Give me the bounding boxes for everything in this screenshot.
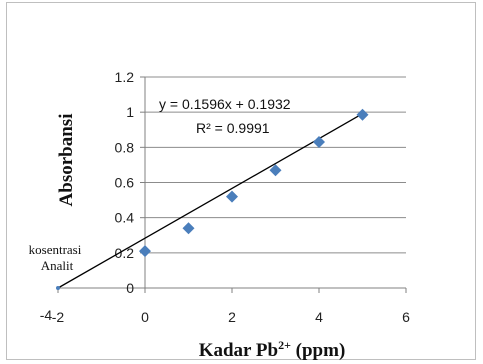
data-point-0: [139, 245, 151, 258]
data-point-2: [226, 190, 238, 203]
x-tick-label-3: 4: [315, 309, 323, 325]
x-axis-title-superscript: 2+: [278, 338, 291, 352]
x-tick-label-4: 6: [402, 309, 410, 325]
data-point-1: [182, 222, 195, 235]
y-tick-label-2: 0.4: [115, 210, 135, 226]
y-tick-label-1: 0.2: [115, 245, 135, 261]
data-points: [56, 108, 369, 290]
y-tick-label-6: 1.2: [115, 69, 135, 85]
y-tick-label-4: 0.8: [115, 139, 135, 155]
annotation-line-1: kosentrasi: [29, 242, 82, 257]
x-extra-label: -4: [40, 307, 53, 323]
y-tick-labels: 0 0.2 0.4 0.6 0.8 1 1.2: [115, 69, 135, 296]
data-point-5: [356, 108, 369, 121]
y-axis-title: Absorbansi: [56, 114, 77, 207]
grid-lines: [145, 76, 406, 254]
chart-frame: [6, 2, 476, 360]
y-tick-label-0: 0: [126, 280, 134, 296]
x-tick-label-1: 0: [141, 309, 149, 325]
y-tick-label-5: 1: [126, 104, 134, 120]
annotation-line-2: Analit: [41, 258, 74, 273]
data-point-4: [313, 136, 325, 149]
x-axis-title-unit: (ppm): [291, 340, 345, 361]
r-squared-label: R² = 0.9991: [196, 120, 270, 136]
x-tick-labels: -2 0 2 4 6 -4: [40, 307, 410, 325]
x-tick-label-2: 2: [228, 309, 236, 325]
axes: [57, 76, 407, 293]
x-tick-label-0: -2: [52, 309, 65, 325]
data-point-3: [269, 164, 282, 177]
x-axis-title: Kadar Pb2+ (ppm): [199, 338, 346, 361]
analyte-point: [56, 286, 60, 290]
trendline: [57, 113, 363, 289]
y-tick-label-3: 0.6: [115, 175, 135, 191]
x-axis-title-main: Kadar Pb: [199, 340, 278, 361]
trendline-equation: y = 0.1596x + 0.1932: [159, 96, 291, 112]
